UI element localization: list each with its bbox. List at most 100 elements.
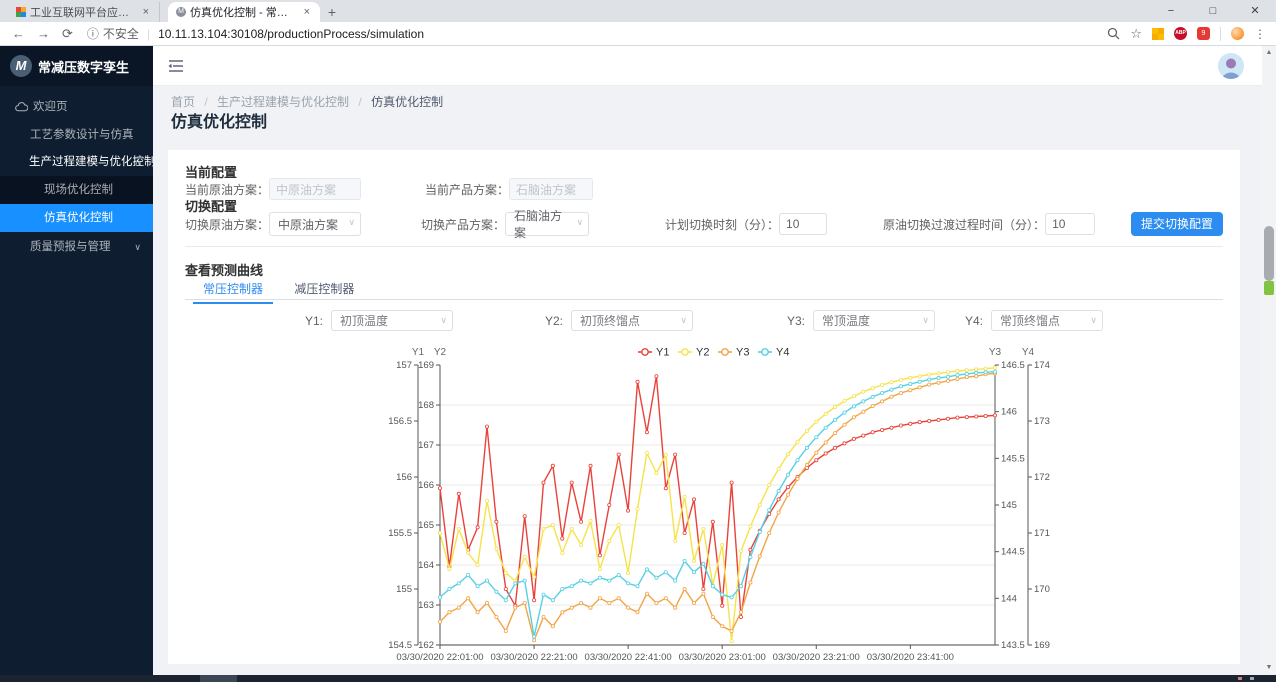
legend-marker-circle-Y3[interactable]	[722, 349, 728, 355]
y4-select[interactable]: 常顶终馏点 ∨	[991, 310, 1103, 331]
series-point-Y1	[787, 486, 790, 489]
browser-menu-icon[interactable]: ⋮	[1254, 27, 1266, 41]
series-point-Y1	[580, 520, 583, 523]
series-point-Y2	[758, 503, 761, 506]
bookmark-star-icon[interactable]: ☆	[1130, 26, 1142, 42]
vertical-scrollbar[interactable]: ▲ ▼	[1262, 46, 1276, 675]
series-point-Y3	[956, 377, 959, 380]
plan-time-input[interactable]	[779, 213, 827, 235]
y1-select[interactable]: 初顶温度 ∨	[331, 310, 453, 331]
series-point-Y4	[862, 400, 865, 403]
reload-button[interactable]: ⟳	[62, 26, 73, 42]
legend-label-Y3[interactable]: Y3	[736, 347, 749, 359]
series-point-Y1	[852, 437, 855, 440]
series-point-Y3	[467, 597, 470, 600]
series-point-Y3	[796, 477, 799, 480]
series-point-Y4	[636, 585, 639, 588]
extension-grid-icon[interactable]	[1152, 28, 1164, 40]
series-point-Y3	[589, 606, 592, 609]
series-point-Y1	[834, 446, 837, 449]
scrollbar-thumb[interactable]	[1264, 226, 1274, 281]
switch-product-select[interactable]: 石脑油方案 ∨	[505, 212, 589, 236]
extension-red-icon[interactable]: 9	[1197, 27, 1210, 40]
window-controls: − □ ✕	[1150, 0, 1276, 22]
series-point-Y1	[627, 509, 630, 512]
sidebar-item-simulation-optimization[interactable]: 仿真优化控制	[0, 204, 153, 232]
legend-label-Y2[interactable]: Y2	[696, 347, 709, 359]
series-point-Y2	[476, 563, 479, 566]
sidebar-item-welcome[interactable]: 欢迎页	[0, 93, 153, 121]
window-maximize-button[interactable]: □	[1192, 0, 1234, 22]
series-point-Y2	[598, 567, 601, 570]
submit-switch-config-button[interactable]: 提交切换配置	[1131, 212, 1223, 236]
legend-marker-circle-Y1[interactable]	[642, 349, 648, 355]
user-avatar[interactable]	[1218, 53, 1244, 79]
zoom-icon[interactable]	[1107, 27, 1120, 40]
legend-label-Y1[interactable]: Y1	[656, 347, 669, 359]
series-point-Y4	[711, 585, 714, 588]
series-point-Y4	[852, 405, 855, 408]
sidebar-item-field-optimization[interactable]: 现场优化控制	[0, 176, 153, 204]
sidebar-item-quality-forecast[interactable]: 质量预报与管理 ∨	[0, 233, 153, 261]
tab-vacuum-controller[interactable]: 减压控制器	[284, 276, 364, 302]
tab-close-icon[interactable]: ×	[302, 6, 312, 18]
info-icon: ⓘ	[87, 25, 99, 42]
breadcrumb-home[interactable]: 首页	[171, 95, 195, 109]
breadcrumb-parent[interactable]: 生产过程建模与优化控制	[217, 95, 349, 109]
series-point-Y3	[918, 386, 921, 389]
legend-marker-circle-Y4[interactable]	[762, 349, 768, 355]
url-input[interactable]: 10.11.13.104:30108/productionProcess/sim…	[158, 27, 424, 41]
series-point-Y1	[871, 431, 874, 434]
transition-time-input[interactable]	[1045, 213, 1095, 235]
series-point-Y4	[664, 571, 667, 574]
extension-orange-icon[interactable]	[1231, 27, 1244, 40]
series-point-Y2	[627, 571, 630, 574]
series-point-Y4	[438, 596, 441, 599]
window-minimize-button[interactable]: −	[1150, 0, 1192, 22]
legend-label-Y4[interactable]: Y4	[776, 347, 789, 359]
switch-crude-select[interactable]: 中原油方案 ∨	[269, 212, 361, 236]
series-point-Y2	[956, 369, 959, 372]
y3-select[interactable]: 常顶温度 ∨	[813, 310, 935, 331]
series-point-Y1	[485, 425, 488, 428]
y4-value: 常顶终馏点	[1000, 312, 1060, 329]
scroll-up-icon[interactable]: ▲	[1262, 46, 1276, 60]
series-point-Y3	[702, 592, 705, 595]
extension-abp-icon[interactable]: ABP	[1174, 27, 1187, 40]
new-tab-button[interactable]: +	[320, 2, 344, 22]
window-close-button[interactable]: ✕	[1234, 0, 1276, 22]
series-point-Y4	[749, 556, 752, 559]
menu-fold-icon[interactable]	[168, 59, 184, 73]
series-point-Y2	[834, 405, 837, 408]
tab-atmospheric-controller[interactable]: 常压控制器	[193, 276, 273, 304]
app-header	[153, 46, 1262, 86]
series-point-Y2	[928, 373, 931, 376]
browser-tabstrip: 工业互联网平台应用商店 × M 仿真优化控制 - 常减压数字孪生 × + − □…	[0, 0, 1276, 22]
scroll-down-icon[interactable]: ▼	[1262, 661, 1276, 675]
series-point-Y4	[683, 559, 686, 562]
legend-marker-circle-Y2[interactable]	[682, 349, 688, 355]
series-point-Y4	[946, 375, 949, 378]
security-chip[interactable]: ⓘ 不安全 |	[87, 25, 158, 42]
series-point-Y3	[881, 400, 884, 403]
series-point-Y4	[739, 585, 742, 588]
y-axis-tick-label: 169	[418, 360, 434, 371]
series-point-Y2	[984, 367, 987, 370]
browser-tab-simulation[interactable]: M 仿真优化控制 - 常减压数字孪生 ×	[168, 2, 320, 22]
series-point-Y2	[843, 399, 846, 402]
series-point-Y4	[608, 579, 611, 582]
series-point-Y2	[683, 495, 686, 498]
forward-button[interactable]: →	[37, 26, 50, 41]
sidebar-item-production-modeling[interactable]: 生产过程建模与优化控制 ∧	[0, 148, 153, 176]
tab-close-icon[interactable]: ×	[141, 6, 151, 18]
taskbar-active-app[interactable]	[200, 675, 237, 682]
browser-tab-store[interactable]: 工业互联网平台应用商店 ×	[8, 2, 160, 22]
series-point-Y4	[561, 587, 564, 590]
series-point-Y2	[871, 387, 874, 390]
sidebar-item-process-design[interactable]: 工艺参数设计与仿真	[0, 121, 153, 149]
series-point-Y3	[758, 555, 761, 558]
y4-label: Y4:	[965, 314, 983, 328]
back-button[interactable]: ←	[12, 26, 25, 41]
y2-select[interactable]: 初顶终馏点 ∨	[571, 310, 693, 331]
series-point-Y3	[645, 592, 648, 595]
